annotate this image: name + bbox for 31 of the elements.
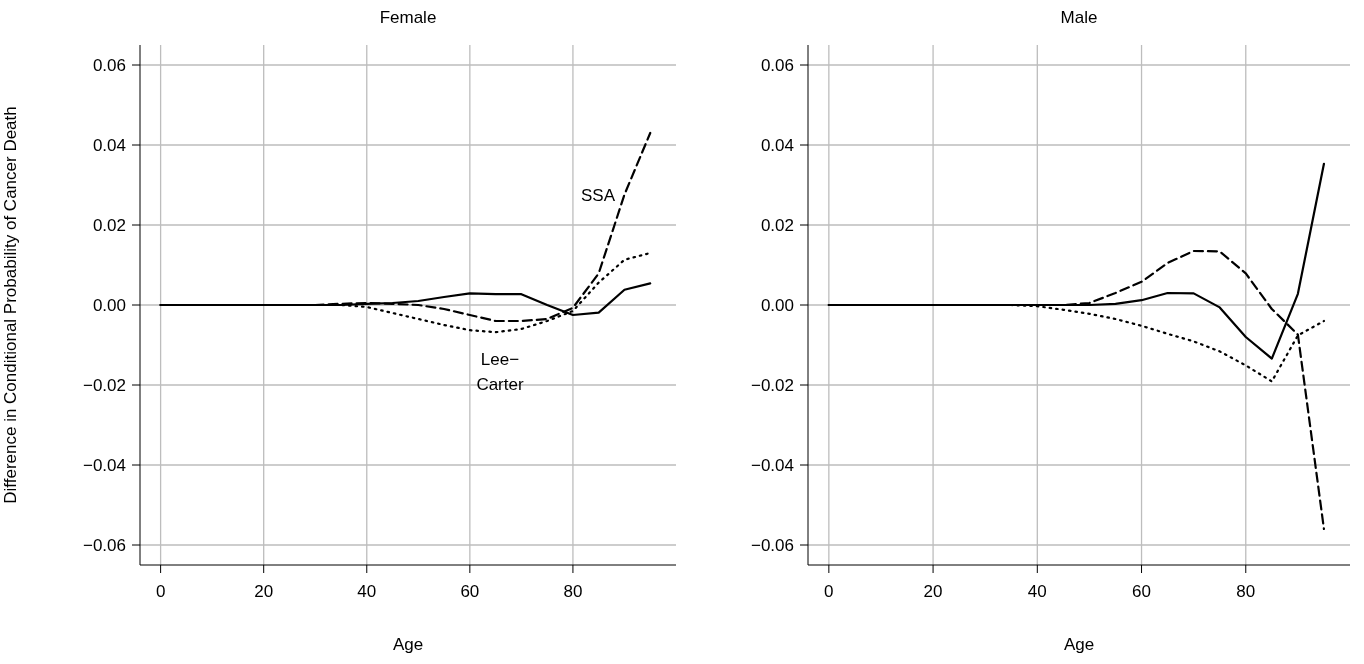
x-tick-label: 60 — [460, 582, 480, 602]
y-tick-label: −0.06 — [750, 536, 794, 556]
y-axis-title: Difference in Conditional Probability of Cancer Death — [1, 106, 21, 504]
y-tick-label: 0.02 — [760, 216, 794, 236]
x-tick-label: 20 — [923, 582, 943, 602]
x-tick-label: 0 — [155, 582, 166, 602]
y-tick-label: −0.04 — [750, 456, 794, 476]
y-tick-label: 0.04 — [92, 136, 126, 156]
x-tick-label: 40 — [1027, 582, 1047, 602]
chart-title: Female — [378, 8, 438, 28]
y-tick-label: 0.06 — [760, 56, 794, 76]
x-tick-label: 80 — [563, 582, 583, 602]
y-tick-label: 0.00 — [92, 296, 126, 316]
y-tick-label: −0.02 — [750, 376, 794, 396]
x-tick-label: 0 — [824, 582, 834, 602]
annotation: SSA — [580, 184, 616, 207]
chart-title: Male — [1059, 8, 1099, 28]
x-axis-title: Age — [1063, 635, 1095, 654]
x-axis-title: Age — [392, 635, 424, 654]
y-tick-label: 0.04 — [760, 136, 794, 156]
annotation: Lee− Carter — [475, 349, 525, 396]
y-tick-label: 0.00 — [760, 296, 794, 316]
y-tick-label: −0.04 — [82, 456, 126, 476]
x-tick-label: 20 — [254, 582, 274, 602]
y-tick-label: −0.02 — [82, 376, 126, 396]
x-tick-label: 60 — [1132, 582, 1151, 602]
x-tick-label: 40 — [357, 582, 377, 602]
y-tick-label: 0.02 — [92, 216, 126, 236]
y-tick-label: 0.06 — [92, 56, 126, 76]
y-tick-label: −0.06 — [82, 536, 126, 556]
x-tick-label: 80 — [1236, 582, 1256, 602]
